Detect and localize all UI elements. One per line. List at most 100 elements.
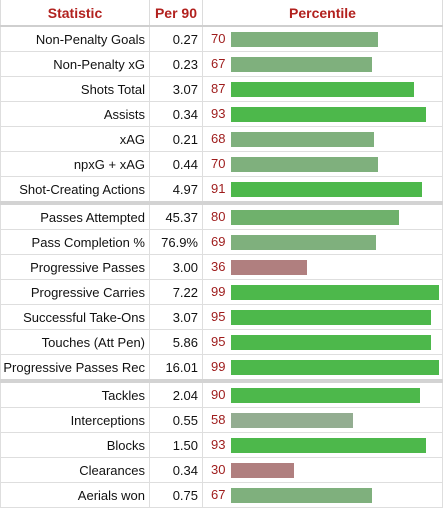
per90-value: 2.04 — [149, 379, 203, 408]
percentile-bar — [231, 235, 376, 250]
table-row: Passes Attempted 45.37 80 — [0, 201, 443, 230]
per90-value: 0.23 — [149, 51, 203, 77]
stat-label: Tackles — [0, 379, 150, 408]
table-row: Progressive Carries 7.22 99 — [0, 279, 443, 305]
table-row: Pass Completion % 76.9% 69 — [0, 229, 443, 255]
stat-label: Shots Total — [0, 76, 150, 102]
per90-value: 7.22 — [149, 279, 203, 305]
table-row: Shot-Creating Actions 4.97 91 — [0, 176, 443, 204]
percentile-bar — [231, 388, 420, 403]
table-row: Blocks 1.50 93 — [0, 432, 443, 458]
percentile-value: 69 — [211, 234, 226, 249]
per90-value: 0.21 — [149, 126, 203, 152]
percentile-value: 95 — [211, 309, 226, 324]
per90-value: 4.97 — [149, 176, 203, 204]
percentile-bar — [231, 132, 374, 147]
percentile-cell: 30 — [202, 457, 443, 483]
per90-value: 0.55 — [149, 407, 203, 433]
table-row: Aerials won 0.75 67 — [0, 482, 443, 508]
per90-value: 0.75 — [149, 482, 203, 508]
percentile-cell: 67 — [202, 51, 443, 77]
header-percentile[interactable]: Percentile — [202, 0, 443, 27]
table-row: Shots Total 3.07 87 — [0, 76, 443, 102]
header-statistic[interactable]: Statistic — [0, 0, 150, 27]
stat-label: Successful Take-Ons — [0, 304, 150, 330]
per90-value: 1.50 — [149, 432, 203, 458]
per90-value: 3.00 — [149, 254, 203, 280]
percentile-cell: 99 — [202, 279, 443, 305]
percentile-bar — [231, 210, 399, 225]
percentile-bar — [231, 182, 422, 197]
per90-value: 45.37 — [149, 201, 203, 230]
percentile-value: 70 — [211, 156, 226, 171]
percentile-bar — [231, 310, 431, 325]
percentile-cell: 93 — [202, 432, 443, 458]
percentile-value: 93 — [211, 106, 226, 121]
stat-label: xAG — [0, 126, 150, 152]
table-row: Assists 0.34 93 — [0, 101, 443, 127]
percentile-cell: 99 — [202, 354, 443, 382]
percentile-bar — [231, 57, 372, 72]
stat-label: Progressive Passes — [0, 254, 150, 280]
percentile-cell: 58 — [202, 407, 443, 433]
stat-label: Interceptions — [0, 407, 150, 433]
per90-value: 0.34 — [149, 101, 203, 127]
percentile-bar — [231, 438, 426, 453]
per90-value: 5.86 — [149, 329, 203, 355]
percentile-bar — [231, 107, 426, 122]
percentile-cell: 87 — [202, 76, 443, 102]
percentile-value: 90 — [211, 387, 226, 402]
percentile-cell: 67 — [202, 482, 443, 508]
table-row: xAG 0.21 68 — [0, 126, 443, 152]
percentile-value: 91 — [211, 181, 226, 196]
percentile-bar — [231, 260, 307, 275]
per90-value: 3.07 — [149, 304, 203, 330]
table-row: Successful Take-Ons 3.07 95 — [0, 304, 443, 330]
percentile-value: 67 — [211, 56, 226, 71]
header-row: Statistic Per 90 Percentile — [0, 0, 443, 27]
percentile-bar — [231, 413, 353, 428]
percentile-value: 95 — [211, 334, 226, 349]
per90-value: 76.9% — [149, 229, 203, 255]
percentile-cell: 95 — [202, 304, 443, 330]
stat-label: Touches (Att Pen) — [0, 329, 150, 355]
per90-value: 16.01 — [149, 354, 203, 382]
table-row: npxG + xAG 0.44 70 — [0, 151, 443, 177]
stat-label: Non-Penalty Goals — [0, 26, 150, 52]
stat-label: Progressive Passes Rec — [0, 354, 150, 382]
stat-label: Assists — [0, 101, 150, 127]
percentile-value: 58 — [211, 412, 226, 427]
stat-label: Passes Attempted — [0, 201, 150, 230]
table-row: Progressive Passes Rec 16.01 99 — [0, 354, 443, 382]
percentile-cell: 36 — [202, 254, 443, 280]
percentile-cell: 95 — [202, 329, 443, 355]
table-row: Tackles 2.04 90 — [0, 379, 443, 408]
percentile-cell: 70 — [202, 26, 443, 52]
percentile-bar — [231, 360, 439, 375]
stat-label: Aerials won — [0, 482, 150, 508]
percentile-bar — [231, 463, 294, 478]
percentile-value: 36 — [211, 259, 226, 274]
table-row: Touches (Att Pen) 5.86 95 — [0, 329, 443, 355]
table-row: Interceptions 0.55 58 — [0, 407, 443, 433]
per90-value: 3.07 — [149, 76, 203, 102]
table-row: Non-Penalty Goals 0.27 70 — [0, 26, 443, 52]
percentile-value: 99 — [211, 284, 226, 299]
percentile-value: 87 — [211, 81, 226, 96]
percentile-bar — [231, 157, 378, 172]
stat-label: Clearances — [0, 457, 150, 483]
table-row: Non-Penalty xG 0.23 67 — [0, 51, 443, 77]
stat-label: Blocks — [0, 432, 150, 458]
percentile-value: 67 — [211, 487, 226, 502]
percentile-cell: 93 — [202, 101, 443, 127]
percentile-bar — [231, 335, 431, 350]
percentile-value: 99 — [211, 359, 226, 374]
percentile-cell: 91 — [202, 176, 443, 204]
table-row: Progressive Passes 3.00 36 — [0, 254, 443, 280]
percentile-cell: 90 — [202, 379, 443, 408]
stats-body: Non-Penalty Goals 0.27 70 Non-Penalty xG 0.2… — [0, 26, 443, 508]
percentile-cell: 80 — [202, 201, 443, 230]
percentile-bar — [231, 488, 372, 503]
header-per90[interactable]: Per 90 — [149, 0, 203, 27]
